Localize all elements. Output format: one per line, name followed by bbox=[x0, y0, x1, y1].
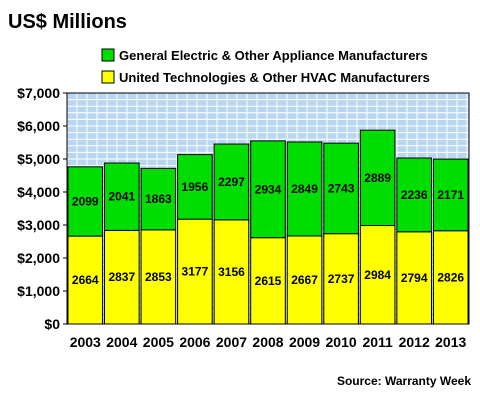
data-label: 2984 bbox=[364, 268, 391, 282]
bars: 2664 2099 2837 2041 2853 1863 3177 1956 3156 2297… bbox=[67, 129, 469, 325]
y-tick-label: $5,000 bbox=[17, 151, 60, 167]
x-tick-label: 2010 bbox=[326, 334, 357, 350]
y-tick-label: $6,000 bbox=[17, 118, 60, 134]
bar-appliance-2004 bbox=[104, 162, 140, 231]
x-axis: 2003 2004 2005 2006 2007 2008 2009 2010 2011 2012… bbox=[70, 334, 467, 350]
data-label: 2743 bbox=[328, 181, 355, 195]
y-tick-label: $7,000 bbox=[17, 85, 60, 101]
y-tick-label: $0 bbox=[44, 316, 60, 332]
x-tick-label: 2006 bbox=[179, 334, 210, 350]
x-tick-label: 2005 bbox=[143, 334, 174, 350]
data-label: 2297 bbox=[218, 175, 245, 189]
x-tick-label: 2004 bbox=[106, 334, 137, 350]
plot-frame bbox=[66, 92, 470, 325]
data-label: 2171 bbox=[437, 188, 464, 202]
data-label: 1956 bbox=[182, 180, 209, 194]
data-label: 2664 bbox=[72, 273, 99, 287]
y-axis: $0 $1,000 $2,000 $3,000 $4,000 $5,000 $6,000 $7… bbox=[17, 85, 67, 332]
legend-swatch-appliance bbox=[101, 48, 115, 62]
data-label: 3177 bbox=[182, 265, 209, 279]
data-label: 2853 bbox=[145, 270, 172, 284]
x-tick-label: 2013 bbox=[435, 334, 466, 350]
bar-hvac-2012 bbox=[396, 231, 432, 325]
legend: General Electric & Other Appliance Manuf… bbox=[101, 48, 430, 85]
data-label: 2667 bbox=[291, 273, 318, 287]
bar-hvac-2009 bbox=[286, 235, 323, 325]
y-tick-label: $2,000 bbox=[17, 250, 60, 266]
data-label: 2615 bbox=[255, 274, 282, 288]
bar-hvac-2006 bbox=[177, 218, 213, 325]
x-tick-label: 2007 bbox=[216, 334, 247, 350]
bar-appliance-2009 bbox=[286, 141, 323, 237]
legend-label-hvac: United Technologies & Other HVAC Manufac… bbox=[119, 70, 430, 85]
bar-appliance-2011 bbox=[359, 129, 396, 227]
bar-hvac-2013 bbox=[432, 230, 469, 325]
bar-appliance-2007 bbox=[213, 143, 250, 221]
data-label: 2837 bbox=[108, 270, 135, 284]
bar-hvac-2003 bbox=[67, 235, 104, 325]
source-note: Source: Warranty Week bbox=[337, 374, 471, 388]
bar-appliance-2008 bbox=[250, 140, 286, 239]
x-tick-label: 2003 bbox=[70, 334, 101, 350]
chart-title: US$ Millions bbox=[8, 11, 127, 33]
bar-appliance-2003 bbox=[67, 166, 104, 237]
data-label: 2099 bbox=[72, 194, 99, 208]
x-tick-label: 2012 bbox=[399, 334, 430, 350]
data-label: 2934 bbox=[255, 182, 282, 196]
bar-hvac-2011 bbox=[359, 225, 396, 325]
data-label: 2794 bbox=[401, 271, 428, 285]
legend-swatch-hvac bbox=[101, 70, 115, 84]
data-label: 2041 bbox=[108, 190, 135, 204]
data-label: 1863 bbox=[145, 192, 172, 206]
y-tick-label: $1,000 bbox=[17, 283, 60, 299]
data-label: 2236 bbox=[401, 188, 428, 202]
legend-label-appliance: General Electric & Other Appliance Manuf… bbox=[119, 48, 428, 63]
x-tick-label: 2011 bbox=[362, 334, 393, 350]
y-tick-label: $3,000 bbox=[17, 217, 60, 233]
x-tick-label: 2008 bbox=[252, 334, 283, 350]
bar-hvac-2005 bbox=[140, 229, 177, 325]
bar-appliance-2013 bbox=[432, 158, 469, 232]
data-label: 3156 bbox=[218, 265, 245, 279]
y-tick-label: $4,000 bbox=[17, 184, 60, 200]
data-label: 2737 bbox=[328, 272, 355, 286]
bar-appliance-2005 bbox=[140, 167, 177, 231]
bar-hvac-2004 bbox=[104, 229, 140, 325]
bar-appliance-2012 bbox=[396, 157, 432, 233]
x-tick-label: 2009 bbox=[289, 334, 320, 350]
bar-appliance-2010 bbox=[323, 142, 359, 235]
data-label: 2826 bbox=[437, 270, 464, 284]
data-label: 2849 bbox=[291, 182, 318, 196]
data-label: 2889 bbox=[364, 171, 391, 185]
bar-appliance-2006 bbox=[177, 154, 213, 220]
